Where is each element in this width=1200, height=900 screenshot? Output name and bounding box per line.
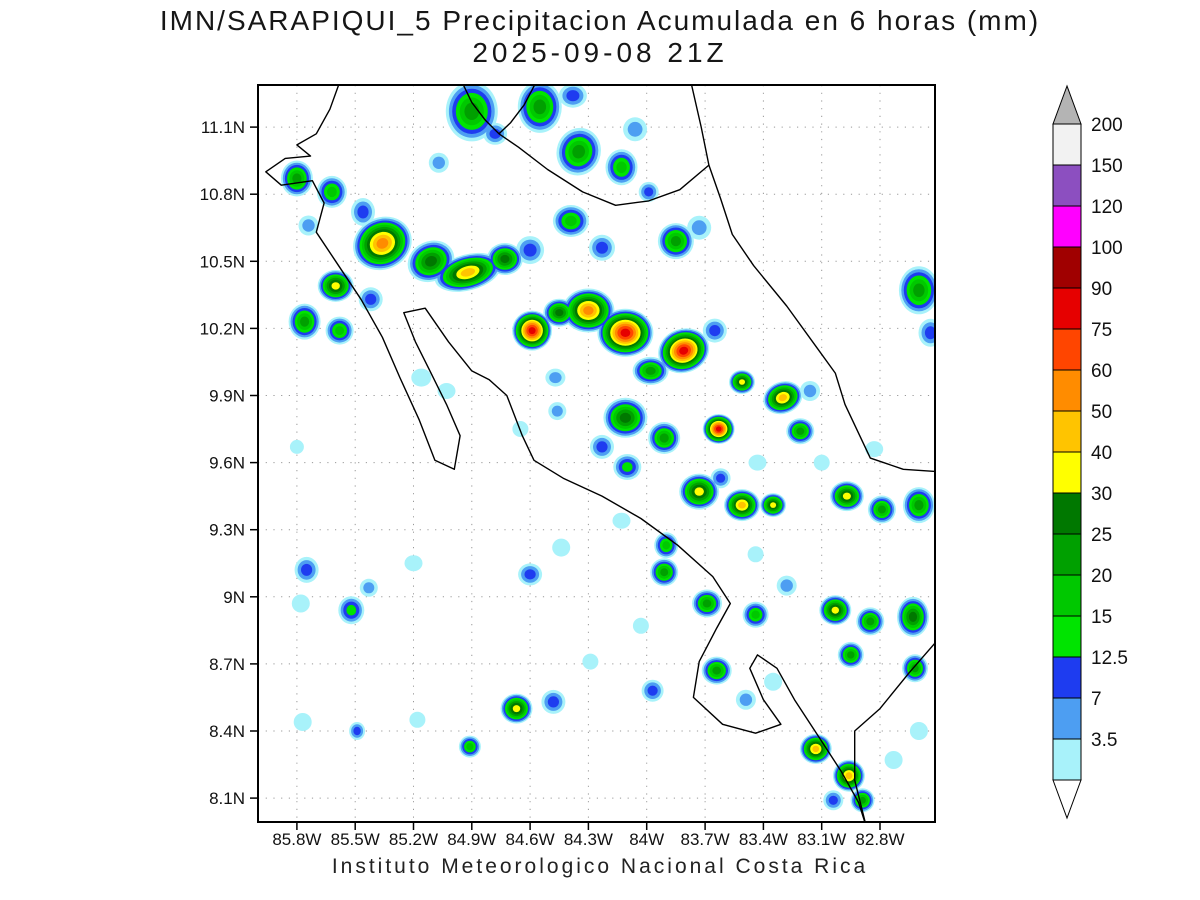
svg-text:20: 20 [1091,566,1112,587]
svg-text:11.1N: 11.1N [201,118,245,137]
svg-text:200: 200 [1091,115,1123,136]
svg-text:8.4N: 8.4N [209,722,245,741]
svg-text:10.8N: 10.8N [200,185,245,204]
svg-text:90: 90 [1091,279,1112,300]
svg-text:83.1W: 83.1W [797,830,846,849]
svg-text:83.7W: 83.7W [681,830,730,849]
svg-text:85.5W: 85.5W [331,830,380,849]
map-plot: 85.8W 85.5W 85.2W 84.9W 84.6W 84.3W 84W 83.7W 83… [200,84,936,849]
colorbar-boxes [1052,123,1082,781]
svg-text:84.9W: 84.9W [447,830,496,849]
svg-text:9.9N: 9.9N [209,387,245,406]
svg-text:83.4W: 83.4W [739,830,788,849]
svg-text:50: 50 [1091,402,1112,423]
svg-text:60: 60 [1091,361,1112,382]
axis-ticks [250,126,881,830]
colorbar-arrow-bottom-icon [1052,779,1082,820]
svg-text:7: 7 [1091,689,1102,710]
svg-text:9.6N: 9.6N [209,454,245,473]
svg-text:12.5: 12.5 [1091,648,1128,669]
colorbar: 200 150 120 100 90 75 60 50 40 30 25 20 15 12.5 7 3.5 [1052,84,1128,820]
y-axis-labels: 11.1N 10.8N 10.5N 10.2N 9.9N 9.6N 9.3N 9N 8.7N 8.… [200,118,245,808]
svg-text:40: 40 [1091,443,1112,464]
svg-text:15: 15 [1091,607,1112,628]
svg-text:3.5: 3.5 [1091,730,1117,751]
chart-subtitle: 2025-09-08 21Z [472,37,728,68]
coastline [265,85,935,822]
svg-text:84W: 84W [629,830,664,849]
colorbar-arrow-top-icon [1052,84,1082,125]
colorbar-labels: 200 150 120 100 90 75 60 50 40 30 25 20 15 12.5 7 3.5 [1091,115,1128,751]
chart-title: IMN/SARAPIQUI_5 Precipitacion Acumulada … [159,5,1041,36]
svg-text:84.6W: 84.6W [506,830,555,849]
svg-text:10.5N: 10.5N [200,252,245,271]
svg-text:8.1N: 8.1N [209,789,245,808]
plot-border [257,84,936,823]
svg-text:8.7N: 8.7N [209,655,245,674]
svg-text:82.8W: 82.8W [855,830,904,849]
svg-text:75: 75 [1091,320,1112,341]
svg-text:84.3W: 84.3W [564,830,613,849]
precipitation-field [280,85,935,813]
svg-text:85.8W: 85.8W [272,830,321,849]
footer-caption: Instituto Meteorologico Nacional Costa R… [331,855,869,878]
svg-text:120: 120 [1091,197,1123,218]
svg-text:10.2N: 10.2N [200,319,245,338]
svg-text:30: 30 [1091,484,1112,505]
svg-text:150: 150 [1091,156,1123,177]
svg-text:9.3N: 9.3N [209,521,245,540]
svg-text:100: 100 [1091,238,1123,259]
svg-text:9N: 9N [223,588,245,607]
x-axis-labels: 85.8W 85.5W 85.2W 84.9W 84.6W 84.3W 84W 83.7W 83… [272,830,904,849]
svg-text:25: 25 [1091,525,1112,546]
svg-text:85.2W: 85.2W [389,830,438,849]
